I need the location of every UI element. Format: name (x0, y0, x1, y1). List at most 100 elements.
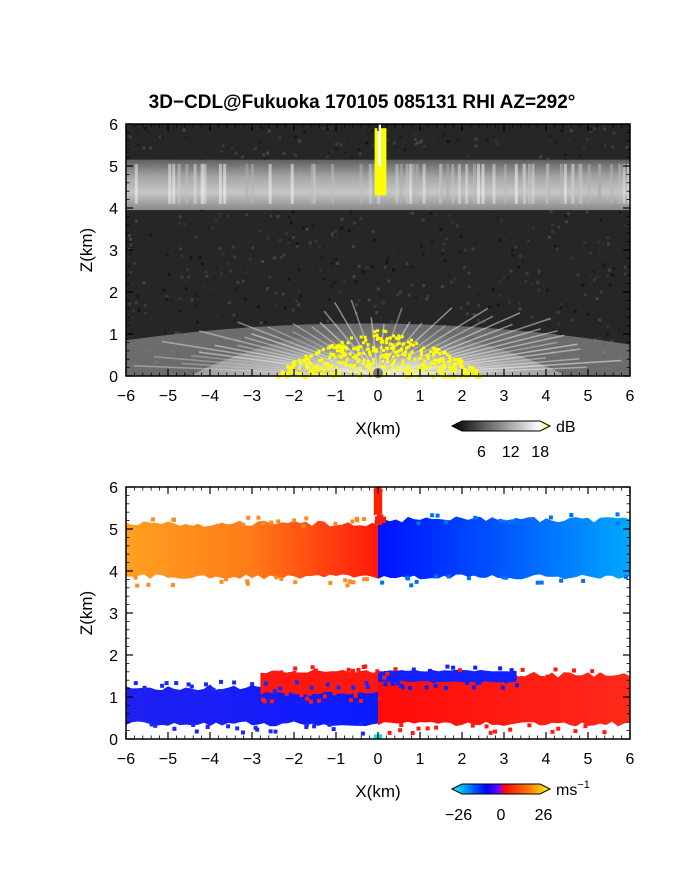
backscatter-speckle (330, 261, 334, 265)
backscatter-speckle (602, 264, 606, 268)
velocity-edge-pixel (581, 578, 586, 583)
backscatter-speckle (200, 262, 204, 266)
velocity-edge-pixel (473, 515, 478, 520)
velocity-edge-pixel (304, 516, 309, 521)
backscatter-speckle (524, 237, 528, 241)
backscatter-upper-streak (627, 163, 630, 204)
backscatter-strong-pixel (450, 369, 454, 372)
backscatter-speckle (535, 302, 539, 306)
backscatter-strong-pixel (299, 361, 303, 365)
backscatter-upper-streak (395, 163, 399, 204)
backscatter-strong-pixel (344, 364, 348, 368)
backscatter-speckle (230, 254, 234, 258)
backscatter-speckle (174, 331, 178, 335)
velocity-edge-pixel (465, 680, 470, 685)
velocity-edge-pixel (246, 515, 251, 520)
backscatter-speckle (619, 211, 623, 215)
backscatter-speckle (426, 294, 430, 298)
backscatter-speckle (353, 289, 357, 293)
backscatter-speckle (555, 247, 559, 251)
velocity-edge-pixel (164, 681, 169, 686)
velocity-edge-pixel (215, 523, 220, 528)
backscatter-strong-pixel (340, 348, 344, 352)
backscatter-speckle (573, 309, 577, 313)
backscatter-speckle (556, 310, 560, 314)
velocity-edge-pixel (498, 666, 503, 671)
backscatter-strong-pixel (470, 373, 474, 377)
backscatter-speckle (301, 226, 305, 230)
backscatter-strong-pixel (333, 371, 337, 375)
backscatter-speckle (602, 127, 606, 131)
backscatter-strong-pixel (417, 365, 421, 369)
backscatter-speckle (266, 287, 269, 291)
backscatter-strong-pixel (421, 363, 425, 366)
velocity-edge-pixel (414, 579, 419, 584)
backscatter-speckle (441, 251, 445, 255)
velocity-edge-pixel (170, 583, 175, 587)
backscatter-speckle (177, 221, 181, 225)
backscatter-speckle (330, 232, 334, 236)
backscatter-speckle (404, 300, 407, 304)
backscatter-speckle (175, 298, 179, 302)
backscatter-strong-pixel (439, 357, 443, 361)
backscatter-strong-pixel (392, 334, 396, 338)
backscatter-speckle (235, 287, 239, 291)
backscatter-strong-pixel (411, 371, 415, 374)
velocity-edge-pixel (276, 519, 281, 524)
backscatter-colorbar-ticks: 6 12 18 (477, 444, 549, 461)
velocity-edge-pixel (378, 520, 383, 525)
backscatter-speckle (467, 285, 471, 289)
backscatter-strong-pixel (309, 362, 313, 366)
backscatter-speckle (129, 243, 133, 247)
backscatter-strong-pixel (417, 356, 421, 360)
velocity-x-ticks: −6 −5 −4 −3 −2 −1 0 1 2 3 4 5 6 (117, 487, 635, 768)
backscatter-strong-pixel (386, 356, 389, 360)
backscatter-speckle (326, 128, 330, 131)
backscatter-strong-pixel (379, 355, 383, 359)
backscatter-ray (161, 340, 379, 377)
backscatter-strong-pixel (369, 363, 373, 367)
backscatter-speckle (478, 244, 482, 248)
colorbar-tick-label: 12 (502, 444, 520, 461)
backscatter-strong-pixel (410, 350, 414, 354)
velocity-edge-pixel (433, 683, 438, 688)
backscatter-speckle (343, 151, 347, 155)
backscatter-speckle (606, 226, 610, 230)
backscatter-strong-pixel (421, 364, 424, 368)
backscatter-strong-pixel (431, 346, 435, 350)
backscatter-speckle (597, 318, 601, 322)
backscatter-upper-streak (446, 163, 450, 204)
velocity-edge-pixel (583, 724, 588, 729)
backscatter-speckle (421, 218, 425, 222)
backscatter-speckle (518, 213, 521, 217)
backscatter-upper-streak (465, 163, 469, 204)
backscatter-strong-pixel (444, 372, 448, 376)
backscatter-speckle (149, 146, 152, 150)
backscatter-speckle (583, 293, 587, 297)
backscatter-speckle (557, 225, 561, 229)
backscatter-speckle (624, 223, 628, 227)
backscatter-speckle (589, 251, 593, 255)
backscatter-upper-streak (372, 163, 376, 204)
backscatter-speckle (602, 242, 606, 246)
backscatter-strong-pixel (470, 366, 474, 370)
backscatter-strong-pixel (392, 355, 396, 359)
backscatter-speckle (403, 148, 407, 152)
velocity-edge-pixel (380, 580, 385, 585)
backscatter-upper-streak (223, 163, 227, 204)
velocity-edge-pixel (501, 519, 506, 524)
velocity-edge-pixel (346, 667, 351, 672)
backscatter-speckle (407, 293, 411, 297)
backscatter-speckle (411, 265, 414, 269)
backscatter-strong-pixel (375, 337, 379, 341)
backscatter-strong-pixel (325, 364, 329, 367)
velocity-edge-pixel (174, 681, 179, 686)
backscatter-upper-streak (523, 163, 526, 204)
backscatter-strong-pixel (457, 360, 461, 364)
backscatter-speckle (357, 298, 361, 302)
velocity-edge-pixel (399, 723, 404, 728)
backscatter-speckle (522, 259, 526, 263)
velocity-edge-pixel (153, 723, 158, 728)
backscatter-speckle (586, 312, 590, 316)
backscatter-strong-pixel (469, 369, 473, 373)
